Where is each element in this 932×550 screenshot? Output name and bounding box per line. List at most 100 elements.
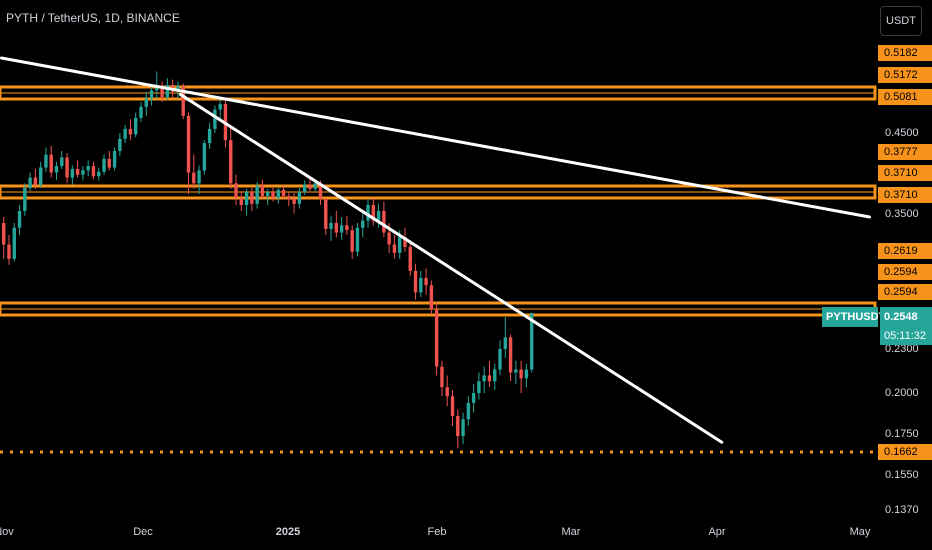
candle-body [97,171,101,177]
candle-body [12,227,16,259]
candle-body [255,185,259,204]
candle-body [234,183,238,198]
candle-body [287,195,291,199]
candle-body [266,191,270,196]
current-price-label: 0.2548 [884,311,918,323]
candle-body [181,86,185,116]
candle-body [239,197,243,205]
candle-body [350,230,354,252]
candle-body [250,191,254,204]
candles-layer [2,71,534,449]
candle-body [192,172,196,184]
candle-body [102,158,106,172]
countdown-tag: 05:11:32 [880,327,932,345]
candle-body [456,415,460,437]
candle-body [292,199,296,204]
candle-body [308,184,312,189]
candle-body [118,138,122,151]
candle-body [461,419,465,437]
candle-body [514,369,518,373]
candle-body [281,189,286,196]
candle-body [123,128,127,139]
candle-body [329,222,333,229]
candle-body [419,278,423,293]
candle-body [376,210,381,221]
candle-body [324,199,328,229]
price-axis-label: 0.1370 [885,504,919,516]
candle-body [54,166,59,173]
candle-body [49,154,53,173]
time-axis-label: Nov [0,526,14,538]
candle-body [28,177,32,188]
candle-body [75,168,80,175]
candle-body [355,227,360,252]
candle-body [434,309,439,367]
candle-body [112,150,117,168]
candle-body [7,244,11,259]
candle-body [229,140,233,184]
price-axis-label: 0.1662 [878,444,932,460]
candle-body [366,204,370,221]
price-axis-label: 0.5172 [878,67,932,83]
time-axis-label: May [849,526,871,538]
candle-body [134,117,138,135]
countdown-label: 05:11:32 [884,330,927,342]
candle-body [482,375,486,382]
symbol-label: PYTHUSDT [826,311,886,323]
candle-body [33,177,38,185]
price-axis-label: 0.3777 [878,144,932,160]
price-axis-label: 0.3710 [878,165,932,181]
candle-body [86,166,90,171]
candle-body [107,158,111,168]
price-axis-label: 0.5182 [878,45,932,61]
candle-body [297,191,302,204]
current-price-tag: 0.2548 [880,307,932,327]
candle-body [313,183,317,189]
candle-body [530,313,534,370]
price-axis-label: 0.2594 [878,264,932,280]
candle-body [2,222,6,245]
candle-body [371,204,375,221]
candle-body [450,396,455,416]
candle-body [81,170,85,175]
candle-body [440,366,444,388]
time-axis-label: Mar [561,526,581,538]
candle-body [91,166,96,177]
candle-body [519,369,523,379]
candle-body [466,402,471,420]
price-axis-label: 0.5081 [878,89,932,105]
candle-body [392,244,397,253]
candle-body [65,157,69,178]
price-axis-label: 0.3500 [885,208,919,220]
candle-body [244,191,249,205]
currency-button[interactable]: USDT [880,6,922,36]
candle-body [345,225,349,231]
candle-body [398,237,402,253]
candle-body [498,349,502,370]
time-axis-label: Dec [133,526,153,538]
candle-body [524,369,529,379]
candle-body [218,104,222,110]
candle-body [493,369,497,382]
candle-body [213,109,217,129]
candle-body [403,237,407,247]
candle-body [424,278,428,286]
price-axis-label: 0.1750 [885,428,919,440]
candle-body [186,115,191,173]
candle-body [165,84,170,98]
candle-body [429,285,434,310]
price-axis-label: 0.4500 [885,127,919,139]
candle-body [339,225,344,233]
price-axis-label: 0.1550 [885,469,919,481]
candle-body [382,210,386,233]
candle-body [276,189,280,198]
chart-title: PYTH / TetherUS, 1D, BINANCE [6,11,180,25]
candle-body [334,222,339,233]
candle-body [503,337,507,349]
candle-body [413,270,418,293]
time-axis-label: Feb [427,526,447,538]
candle-body [38,167,43,185]
candle-body [387,232,391,245]
